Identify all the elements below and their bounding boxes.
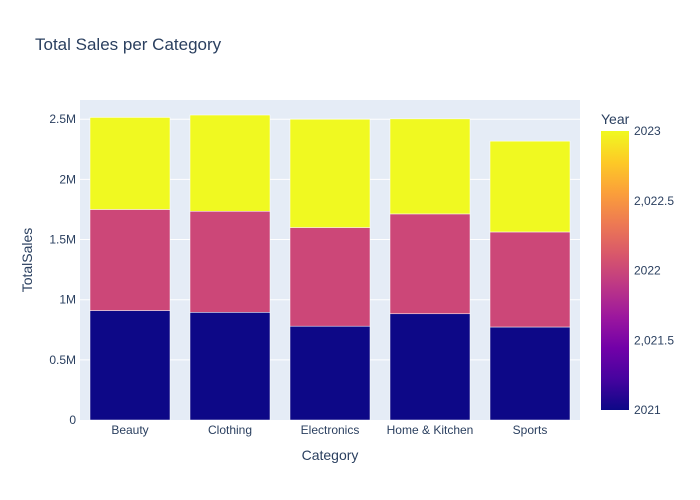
y-tick-label: 2M	[59, 172, 76, 186]
x-tick-label: Beauty	[111, 423, 148, 437]
x-tick-label: Clothing	[208, 423, 252, 437]
bar-segment-2023	[89, 117, 171, 210]
y-tick-label: 1.5M	[49, 233, 76, 247]
bar-segment-2022	[89, 209, 171, 311]
bar-segment-2021	[189, 312, 271, 421]
bar-segment-2022	[389, 213, 471, 315]
bars	[89, 114, 571, 421]
y-tick-label: 2.5M	[49, 112, 76, 126]
colorbar-tick-label: 2023	[634, 124, 661, 138]
y-axis-label: TotalSales	[19, 228, 35, 293]
bar-segment-2021	[89, 310, 171, 421]
y-tick-label: 0	[69, 413, 76, 427]
x-axis-label: Category	[302, 447, 359, 463]
colorbar-tick-label: 2,022.5	[634, 194, 674, 208]
x-tick-label: Home & Kitchen	[387, 423, 474, 437]
bar-segment-2021	[289, 325, 371, 421]
y-tick-label: 1M	[59, 293, 76, 307]
bar-segment-2022	[489, 231, 571, 328]
bar-segment-2022	[189, 211, 271, 313]
bar-segment-2023	[189, 114, 271, 212]
bar-segment-2021	[489, 326, 571, 421]
bar-segment-2021	[389, 313, 471, 421]
x-tick-label: Sports	[513, 423, 548, 437]
bar-segment-2023	[389, 118, 471, 215]
chart-title: Total Sales per Category	[35, 35, 222, 54]
y-axis-ticks: 0 0.5M 1M 1.5M 2M 2.5M	[49, 112, 76, 427]
colorbar-tick-label: 2022	[634, 264, 661, 278]
colorbar-gradient	[601, 131, 629, 410]
bar-segment-2023	[489, 140, 571, 233]
colorbar-tick-label: 2021	[634, 403, 661, 417]
colorbar-title: Year	[601, 111, 630, 127]
x-axis-ticks: Beauty Clothing Electronics Home & Kitchen S…	[111, 423, 547, 437]
colorbar-ticks: 2021 2,021.5 2022 2,022.5 2023	[634, 124, 674, 417]
bar-segment-2022	[289, 227, 371, 327]
y-tick-label: 0.5M	[49, 353, 76, 367]
colorbar-legend: Year 2021 2,021.5 2022 2,022.5 2023	[601, 111, 674, 417]
x-tick-label: Electronics	[301, 423, 360, 437]
colorbar-tick-label: 2,021.5	[634, 333, 674, 347]
bar-segment-2023	[289, 118, 371, 228]
